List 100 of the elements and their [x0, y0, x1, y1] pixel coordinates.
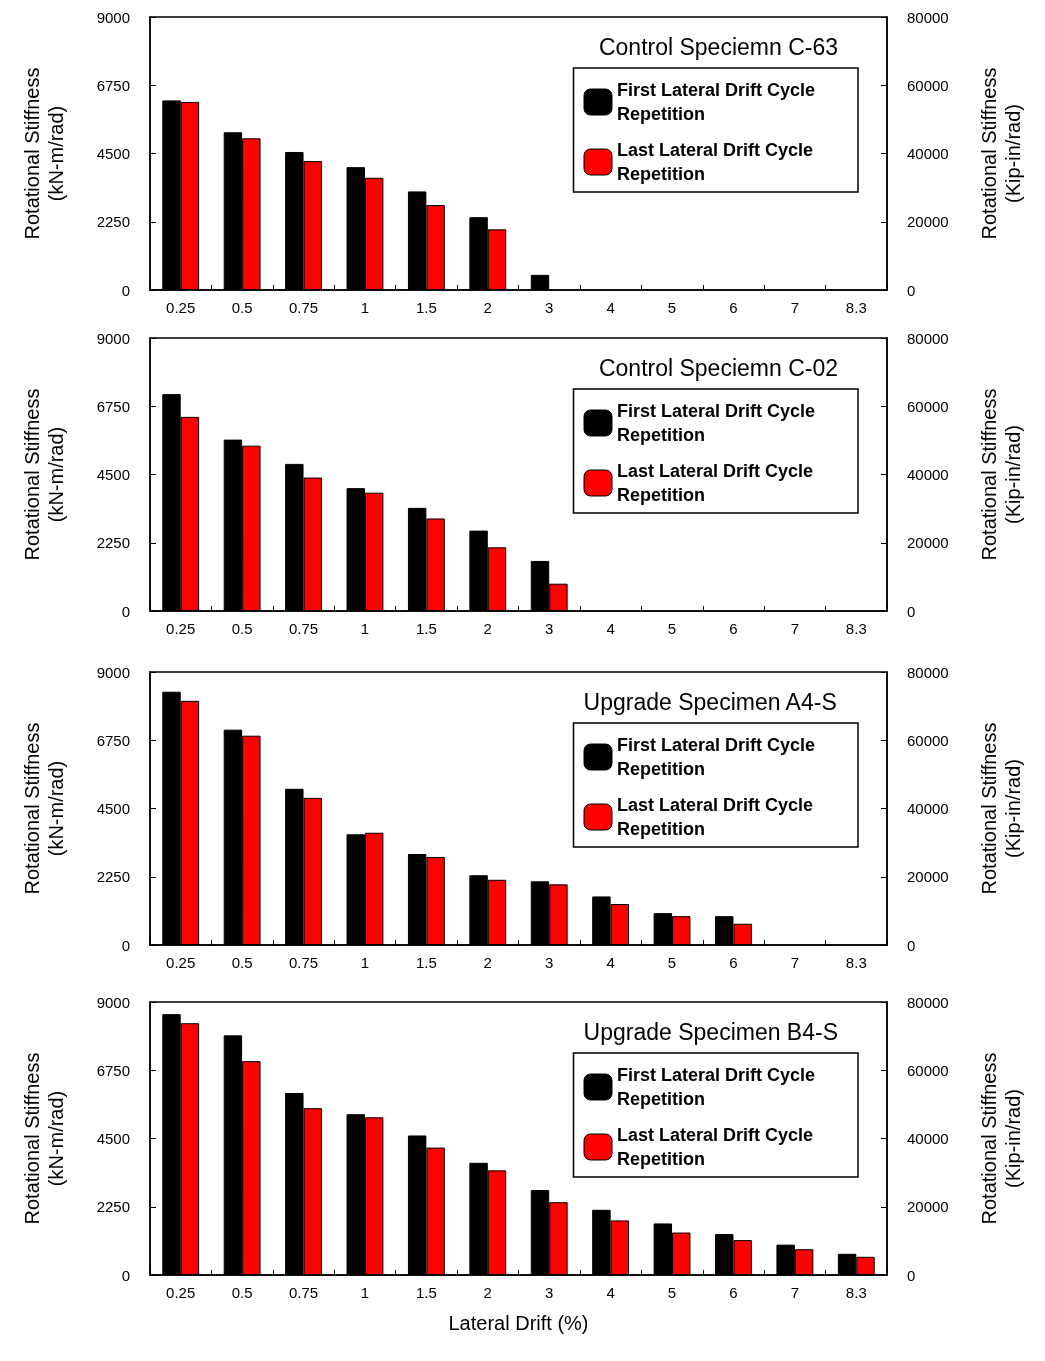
y-tick-label: 0 [121, 1266, 130, 1284]
x-tick-label: 1 [360, 1284, 370, 1301]
y-tick-label: 0 [121, 281, 130, 299]
y-axis-title: Rotational Stiffness (kN-m/rad) [21, 1052, 67, 1225]
x-tick-label: 0.5 [231, 299, 253, 316]
y2-tick-label: 80000 [907, 663, 949, 681]
x-tick-label: 7 [790, 620, 800, 637]
x-tick-label: 0.75 [288, 954, 319, 971]
x-tick-label: 8.3 [845, 954, 867, 971]
legend-label: Last Lateral Drift Cycle Repetition [617, 795, 819, 839]
legend-label: First Lateral Drift Cycle Repetition [617, 401, 821, 445]
x-tick-label: 7 [790, 1284, 800, 1301]
y2-axis-title: Rotational Stiffness (Kip-in/rad) [978, 67, 1024, 240]
y2-tick-label: 40000 [907, 1130, 949, 1147]
y2-tick-label: 0 [907, 936, 916, 954]
y-tick-label: 9000 [96, 993, 130, 1011]
x-tick-label: 6 [729, 299, 738, 316]
x-tick-label: 1.5 [415, 954, 437, 971]
y-tick-label: 6750 [96, 731, 130, 749]
y-tick-label: 2250 [96, 868, 130, 886]
y2-tick-label: 60000 [907, 1061, 949, 1079]
y-tick-label: 2250 [96, 213, 130, 231]
x-tick-label: 8.3 [845, 1284, 867, 1301]
y2-tick-label: 0 [907, 602, 916, 620]
legend-label: Last Lateral Drift Cycle Repetition [617, 1125, 819, 1169]
x-tick-label: 0.75 [288, 299, 319, 316]
x-tick-label: 1 [360, 954, 370, 971]
y2-axis-title: Rotational Stiffness (Kip-in/rad) [978, 1052, 1024, 1225]
y-tick-label: 2250 [96, 534, 130, 552]
y2-tick-label: 80000 [907, 329, 949, 347]
x-tick-label: 6 [729, 954, 738, 971]
x-tick-label: 0.5 [231, 620, 253, 637]
y2-tick-label: 20000 [907, 1198, 949, 1216]
legend-label: First Lateral Drift Cycle Repetition [617, 1065, 821, 1109]
y-tick-label: 6750 [96, 76, 130, 94]
y-tick-label: 6750 [96, 1061, 130, 1079]
x-tick-label: 2 [483, 1284, 492, 1301]
x-tick-label: 1.5 [415, 299, 437, 316]
x-tick-label: 8.3 [845, 620, 867, 637]
y2-tick-label: 20000 [907, 868, 949, 886]
text: Control Speciemn C-02 [598, 354, 839, 381]
y2-tick-label: 80000 [907, 8, 949, 26]
y-axis-title: Rotational Stiffness (kN-m/rad) [21, 722, 67, 895]
y-tick-label: 9000 [96, 663, 130, 681]
x-tick-label: 7 [790, 954, 800, 971]
y2-tick-label: 60000 [907, 397, 949, 415]
y2-axis-title: Rotational Stiffness (Kip-in/rad) [978, 388, 1024, 561]
y2-tick-label: 40000 [907, 145, 949, 162]
legend-label: First Lateral Drift Cycle Repetition [617, 735, 821, 779]
y2-tick-label: 20000 [907, 213, 949, 231]
x-tick-label: 5 [667, 954, 677, 971]
x-tick-label: 4 [606, 620, 615, 637]
text: Upgrade Specimen B4-S [583, 1018, 839, 1045]
y2-tick-label: 20000 [907, 534, 949, 552]
y-tick-label: 2250 [96, 1198, 130, 1216]
y-tick-label: 0 [121, 936, 130, 954]
legend-label: First Lateral Drift Cycle Repetition [617, 80, 821, 124]
y2-tick-label: 0 [907, 281, 916, 299]
x-tick-label: 8.3 [845, 299, 867, 316]
x-tick-label: 0.25 [166, 1284, 196, 1301]
y-tick-label: 0 [121, 602, 130, 620]
y-tick-label: 6750 [96, 397, 130, 415]
y2-tick-label: 60000 [907, 731, 949, 749]
y2-tick-label: 40000 [907, 800, 949, 817]
x-tick-label: 6 [729, 1284, 738, 1301]
x-tick-label: 4 [606, 299, 615, 316]
y2-tick-label: 0 [907, 1266, 916, 1284]
legend-label: Last Lateral Drift Cycle Repetition [617, 140, 819, 184]
y-axis-title: Rotational Stiffness (kN-m/rad) [21, 388, 67, 561]
legend-label: Last Lateral Drift Cycle Repetition [617, 461, 819, 505]
x-tick-label: 0.75 [288, 1284, 319, 1301]
x-tick-label: 7 [790, 299, 800, 316]
y2-axis-title: Rotational Stiffness (Kip-in/rad) [978, 722, 1024, 895]
x-tick-label: 3 [545, 954, 554, 971]
x-tick-label: 0.5 [231, 1284, 253, 1301]
x-tick-label: 2 [483, 620, 492, 637]
x-tick-label: 0.25 [166, 299, 196, 316]
y-tick-label: 9000 [96, 329, 130, 347]
x-tick-label: 1.5 [415, 1284, 437, 1301]
text: Upgrade Specimen A4-S [583, 688, 837, 715]
x-tick-label: 2 [483, 299, 492, 316]
y-tick-label: 4500 [96, 145, 130, 162]
y-axis-title: Rotational Stiffness (kN-m/rad) [21, 67, 67, 240]
x-tick-label: 5 [667, 299, 677, 316]
x-tick-label: 1 [360, 299, 370, 316]
y-tick-label: 4500 [96, 800, 130, 817]
x-tick-label: 4 [606, 1284, 615, 1301]
x-tick-label: 3 [545, 299, 554, 316]
x-tick-label: 3 [545, 1284, 554, 1301]
text: Control Speciemn C-63 [598, 33, 839, 60]
y2-tick-label: 40000 [907, 466, 949, 483]
y-tick-label: 4500 [96, 466, 130, 483]
x-tick-label: 0.75 [288, 620, 319, 637]
x-tick-label: 0.25 [166, 954, 196, 971]
y-tick-label: 4500 [96, 1130, 130, 1147]
x-tick-label: 4 [606, 954, 615, 971]
x-tick-label: 5 [667, 620, 677, 637]
x-tick-label: 1.5 [415, 620, 437, 637]
x-tick-label: 0.25 [166, 620, 196, 637]
x-tick-label: 6 [729, 620, 738, 637]
